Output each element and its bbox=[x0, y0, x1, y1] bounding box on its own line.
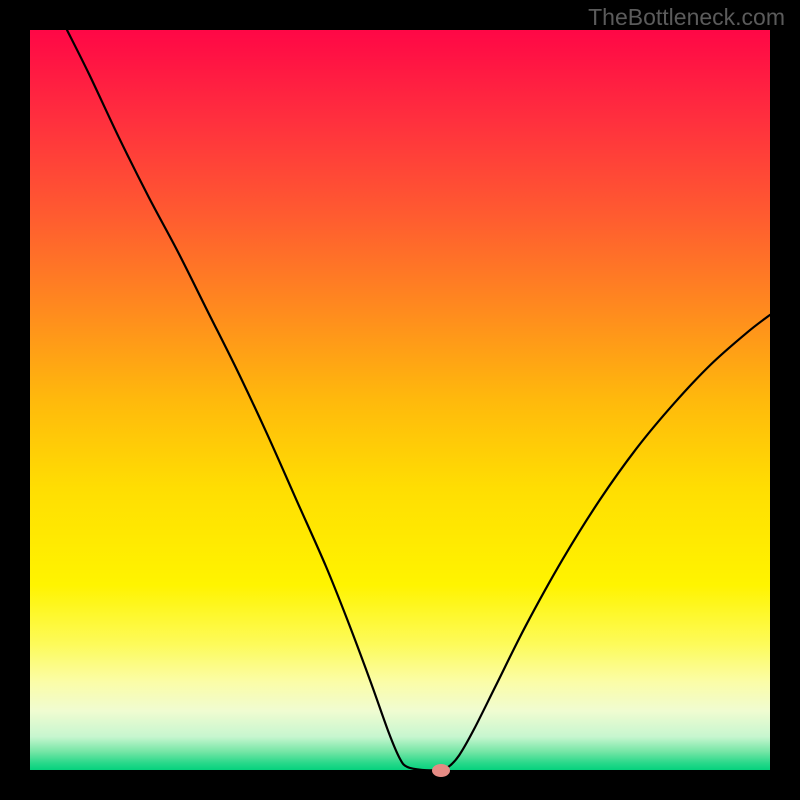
watermark-text: TheBottleneck.com bbox=[588, 4, 785, 31]
bottleneck-curve bbox=[30, 30, 770, 770]
minimum-marker bbox=[432, 764, 450, 777]
plot-area bbox=[30, 30, 770, 770]
